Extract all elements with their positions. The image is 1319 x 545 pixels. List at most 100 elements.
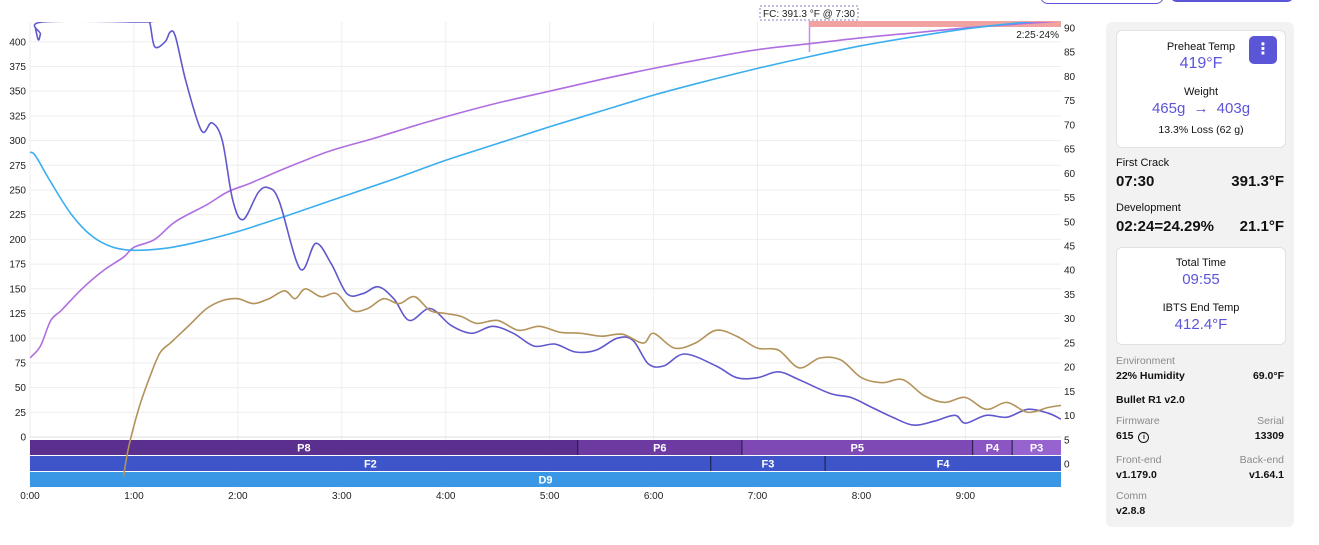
power-line: [122, 288, 1061, 477]
right-tick-label: 45: [1064, 242, 1076, 253]
roast-summary-panel: ⋮ Preheat Temp 419°F Weight 465g → 403g …: [1106, 22, 1294, 527]
power-row-segment: [30, 440, 578, 455]
total-time-label: Total Time: [1175, 257, 1227, 269]
first-crack-temp: 391.3°F: [1231, 173, 1284, 190]
right-tick-label: 90: [1064, 24, 1076, 35]
first-crack-marker: FC: 391.3 °F @ 7:30 2:25·24%: [759, 5, 1061, 52]
first-crack-label: FC: 391.3 °F @ 7:30: [763, 9, 855, 20]
weight-label: Weight: [1183, 86, 1219, 98]
left-tick-label: 375: [9, 62, 26, 73]
left-tick-label: 275: [9, 161, 26, 172]
right-tick-label: 20: [1064, 363, 1076, 374]
development-label: Development: [1116, 202, 1181, 214]
first-crack-label: First Crack: [1116, 157, 1170, 169]
right-tick-label: 55: [1064, 193, 1076, 204]
time-ibts-card: Total Time 09:55 IBTS End Temp 412.4°F: [1116, 247, 1286, 345]
roast-chart[interactable]: 0255075100125150175200225250275300325350…: [0, 0, 1100, 545]
top-primary-button[interactable]: [1170, 0, 1294, 2]
first-crack-label-box: [759, 5, 859, 21]
left-tick-label: 175: [9, 260, 26, 271]
firmware-label: Firmware: [1116, 415, 1160, 427]
left-tick-label: 150: [9, 284, 26, 295]
fan-row-label: F2: [364, 459, 377, 471]
ibts-value: 412.4°F: [1174, 316, 1228, 333]
more-menu-button[interactable]: ⋮: [1249, 36, 1277, 64]
left-tick-label: 25: [15, 408, 27, 419]
preheat-label: Preheat Temp: [1166, 41, 1236, 53]
info-icon[interactable]: i: [1138, 432, 1150, 443]
left-y-axis: 0 25 50 75 100 125 150 175 200 225 250 275 300 325 350…: [9, 37, 26, 443]
ror-line: [33, 22, 1061, 426]
drum-row-segment: [30, 472, 1061, 487]
right-tick-label: 40: [1064, 266, 1076, 277]
right-tick-label: 80: [1064, 72, 1076, 83]
left-tick-label: 400: [9, 37, 26, 48]
x-tick-label: 9:00: [956, 491, 976, 502]
backend-value: v1.64.1: [1248, 469, 1284, 481]
right-tick-label: 85: [1064, 48, 1076, 59]
series-lines: [30, 22, 1061, 477]
total-time-value: 09:55: [1182, 271, 1220, 288]
right-y-axis: 0 5 10 15 20 25 30 35 40 45 50 55 60 65 70 75 80 85 90: [1064, 24, 1076, 471]
x-axis: 0:00 1:00 2:00 3:00 4:00 5:00 6:00 7:00 8:00 9:00: [20, 491, 975, 502]
development-temp: 21.1°F: [1239, 218, 1284, 235]
left-tick-label: 125: [9, 309, 26, 320]
fan-row-segment: [710, 456, 826, 471]
loss-text: 13.3% Loss (62 g): [1158, 124, 1244, 136]
right-tick-label: 50: [1064, 217, 1076, 228]
left-tick-label: 0: [20, 433, 26, 444]
firmware-number: 615: [1116, 430, 1134, 442]
x-tick-label: 3:00: [332, 491, 352, 502]
backend-label: Back-end: [1239, 454, 1284, 466]
development-bar: [809, 21, 1061, 27]
right-tick-label: 30: [1064, 314, 1076, 325]
right-tick-label: 5: [1064, 435, 1070, 446]
firmware-value: 615 i: [1116, 430, 1150, 443]
ibts-label: IBTS End Temp: [1162, 302, 1240, 314]
environment-temp: 69.0°F: [1252, 370, 1284, 382]
serial-label: Serial: [1257, 415, 1284, 427]
x-tick-label: 7:00: [748, 491, 768, 502]
right-tick-label: 15: [1064, 387, 1076, 398]
environment-label: Environment: [1116, 355, 1175, 367]
x-tick-label: 6:00: [644, 491, 664, 502]
frontend-value: v1.179.0: [1116, 469, 1157, 481]
profile-rows: P8 P6 P5 P4 P3 F2 F3 F4 D9: [30, 440, 1061, 487]
right-tick-label: 25: [1064, 338, 1076, 349]
preheat-value: 419°F: [1179, 55, 1223, 72]
right-tick-label: 75: [1064, 96, 1076, 107]
serial-value: 13309: [1254, 430, 1284, 442]
power-row-label: P4: [986, 443, 1000, 455]
left-tick-label: 225: [9, 210, 26, 221]
power-row-segment: [1012, 440, 1061, 455]
vertical-dots-icon: ⋮: [1255, 41, 1271, 58]
top-outline-button[interactable]: [1040, 0, 1164, 4]
left-tick-label: 325: [9, 111, 26, 122]
frontend-label: Front-end: [1116, 454, 1162, 466]
x-tick-label: 2:00: [228, 491, 248, 502]
development-label: 2:25·24%: [1016, 30, 1059, 41]
x-tick-label: 4:00: [436, 491, 456, 502]
power-row-label: P8: [297, 443, 310, 455]
env-temp-line: [30, 22, 1036, 252]
power-row-label: P3: [1030, 443, 1043, 455]
arrow-right-icon: →: [1193, 100, 1209, 117]
power-row-segment: [972, 440, 1013, 455]
fan-row-segment: [825, 456, 1061, 471]
fan-row-label: F4: [937, 459, 951, 471]
development-value: 02:24=24.29%: [1116, 218, 1214, 235]
humidity-value: 22% Humidity: [1116, 370, 1185, 382]
comm-value: v2.8.8: [1116, 505, 1146, 517]
right-tick-label: 0: [1064, 460, 1070, 471]
machine-name: Bullet R1 v2.0: [1116, 394, 1185, 406]
preheat-weight-card: ⋮ Preheat Temp 419°F Weight 465g → 403g …: [1116, 30, 1286, 148]
power-row-segment: [741, 440, 973, 455]
comm-label: Comm: [1116, 490, 1147, 502]
drum-row-label: D9: [538, 475, 552, 487]
first-crack-time: 07:30: [1116, 173, 1155, 190]
power-row-label: P5: [851, 443, 864, 455]
left-tick-label: 300: [9, 136, 26, 147]
power-row-label: P6: [653, 443, 666, 455]
left-tick-label: 350: [9, 87, 26, 98]
x-tick-label: 1:00: [124, 491, 144, 502]
